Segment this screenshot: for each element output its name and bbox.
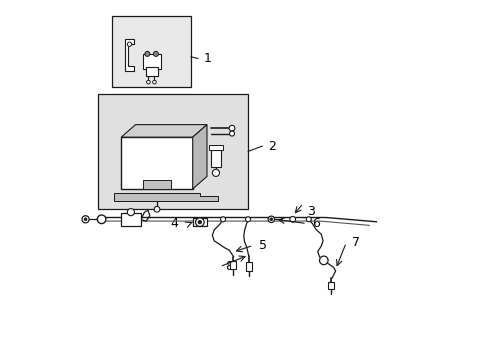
Circle shape bbox=[154, 206, 160, 212]
Circle shape bbox=[319, 256, 327, 265]
Circle shape bbox=[289, 216, 295, 222]
Bar bbox=[208, 145, 223, 150]
Circle shape bbox=[269, 218, 272, 221]
Circle shape bbox=[229, 131, 234, 136]
Bar bbox=[112, 16, 190, 87]
Circle shape bbox=[245, 217, 250, 222]
Text: 3: 3 bbox=[306, 205, 314, 218]
Bar bbox=[145, 67, 157, 76]
Circle shape bbox=[305, 217, 311, 222]
Circle shape bbox=[152, 80, 156, 84]
Text: 7: 7 bbox=[351, 236, 359, 249]
Circle shape bbox=[212, 169, 219, 176]
Bar bbox=[121, 213, 141, 226]
Polygon shape bbox=[192, 125, 206, 189]
Polygon shape bbox=[114, 193, 217, 202]
Text: 4: 4 bbox=[170, 217, 178, 230]
Circle shape bbox=[84, 218, 87, 221]
Text: 8: 8 bbox=[224, 260, 232, 273]
Circle shape bbox=[229, 125, 234, 131]
Text: 1: 1 bbox=[203, 52, 211, 65]
Circle shape bbox=[97, 215, 106, 224]
Circle shape bbox=[220, 217, 225, 222]
Bar bbox=[142, 180, 171, 189]
Bar bbox=[121, 137, 192, 189]
Circle shape bbox=[146, 80, 150, 84]
PathPatch shape bbox=[124, 39, 134, 71]
Bar bbox=[230, 261, 235, 269]
Circle shape bbox=[127, 208, 134, 216]
Circle shape bbox=[144, 51, 149, 57]
Bar bbox=[192, 217, 206, 226]
Polygon shape bbox=[121, 125, 206, 137]
Bar bbox=[142, 54, 160, 68]
Circle shape bbox=[195, 218, 203, 226]
Circle shape bbox=[82, 216, 89, 223]
Text: 6: 6 bbox=[312, 217, 320, 230]
Text: 5: 5 bbox=[258, 239, 266, 252]
Circle shape bbox=[198, 220, 201, 224]
Bar bbox=[98, 94, 247, 208]
Circle shape bbox=[267, 216, 274, 222]
Bar bbox=[328, 282, 333, 289]
Bar bbox=[245, 262, 251, 271]
Circle shape bbox=[153, 51, 158, 57]
Bar bbox=[210, 150, 221, 167]
Text: 2: 2 bbox=[267, 140, 275, 153]
Circle shape bbox=[127, 42, 131, 46]
